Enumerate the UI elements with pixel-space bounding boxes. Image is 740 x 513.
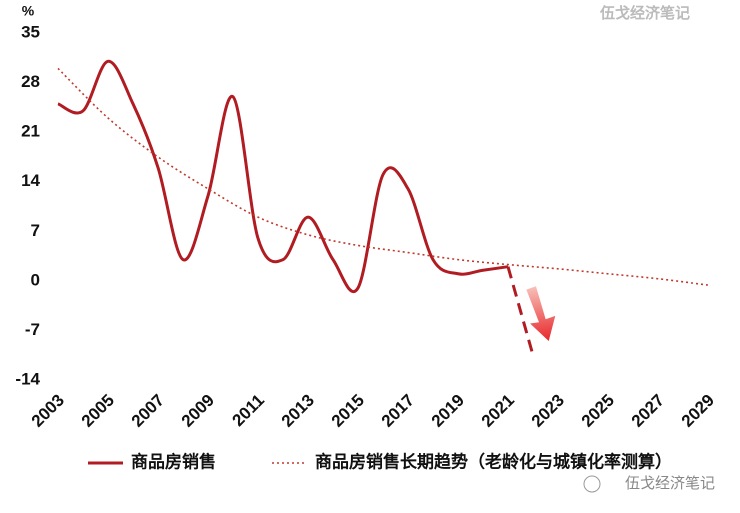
x-tick-label: 2023 <box>528 391 568 431</box>
y-tick-label: -7 <box>25 320 40 339</box>
series-line <box>57 67 709 286</box>
x-tick-label: 2009 <box>178 391 218 431</box>
x-tick-label: 2027 <box>628 391 668 431</box>
x-tick-label: 2025 <box>578 391 618 431</box>
x-tick-label: 2005 <box>78 391 118 431</box>
x-tick-label: 2015 <box>328 391 368 431</box>
y-tick-label: 21 <box>21 122 40 141</box>
decline-line <box>506 266 535 356</box>
x-tick-label: 2007 <box>128 391 168 431</box>
y-tick-label: -14 <box>15 369 40 388</box>
x-tick-label: 2013 <box>278 391 318 431</box>
y-tick-label: 14 <box>21 171 40 190</box>
series-line <box>57 59 509 293</box>
legend-label: 商品房销售 <box>131 451 216 471</box>
footer-watermark: 伍戈经济笔记 <box>625 475 715 492</box>
x-tick-label: 2029 <box>678 391 718 431</box>
x-tick-label: 2017 <box>378 391 418 431</box>
legend-label: 商品房销售长期趋势（老龄化与城镇化率测算） <box>315 451 672 471</box>
x-tick-label: 2021 <box>478 391 518 431</box>
y-tick-label: 35 <box>21 22 40 41</box>
wechat-icon <box>583 475 601 493</box>
x-tick-label: 2019 <box>428 391 468 431</box>
watermark: 伍戈经济笔记 <box>599 4 690 22</box>
x-tick-label: 2003 <box>28 391 68 431</box>
x-tick-label: 2011 <box>228 391 268 431</box>
y-tick-label: 28 <box>21 72 40 91</box>
down-arrow <box>526 286 556 342</box>
y-tick-label: 0 <box>31 270 40 289</box>
y-tick-label: 7 <box>31 221 40 240</box>
y-unit: % <box>22 3 35 19</box>
